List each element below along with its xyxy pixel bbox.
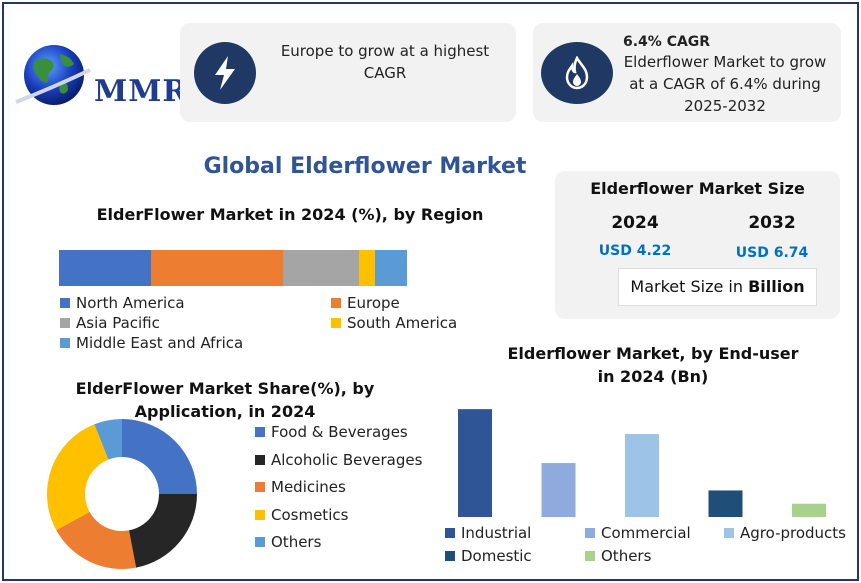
market-size-card: Elderflower Market Size 2024 2032 USD 4.… <box>555 171 840 319</box>
legend-swatch <box>255 454 265 465</box>
legend-label: Commercial <box>601 524 691 542</box>
legend-swatch <box>255 537 265 547</box>
logo-text: MMR <box>94 74 189 109</box>
year-2024: 2024 <box>611 213 659 233</box>
bar-others <box>792 503 826 517</box>
cagr-card: 6.4% CAGR Elderflower Market to grow at … <box>533 23 841 122</box>
legend-swatch <box>585 551 595 561</box>
bar-domestic <box>708 490 743 517</box>
legend-item-food-beverages: Food & Beverages <box>255 423 408 441</box>
legend-label: Asia Pacific <box>76 314 160 332</box>
legend-item-commercial: Commercial <box>585 524 691 542</box>
bar-segment-europe <box>151 250 283 286</box>
application-chart-title: ElderFlower Market Share(%), by Applicat… <box>75 379 375 421</box>
highlight-text: Europe to grow at a highest CAGR <box>280 42 490 82</box>
flame-icon <box>541 42 613 104</box>
unit-bold: Billion <box>748 277 805 296</box>
legend-item-asia-pacific: Asia Pacific <box>60 314 160 332</box>
main-title: Global Elderflower Market <box>203 154 527 179</box>
legend-label: Domestic <box>461 547 532 565</box>
legend-label: Food & Beverages <box>271 423 408 441</box>
cagr-text: Elderflower Market to grow at a CAGR of … <box>623 53 827 115</box>
legend-item-cosmetics: Cosmetics <box>255 506 348 524</box>
year-2032: 2032 <box>748 213 796 233</box>
unit-prefix: Market Size in <box>630 277 749 296</box>
bar-segment-north-america <box>59 250 151 286</box>
value-2032: USD 6.74 <box>735 245 809 261</box>
legend-label: Middle East and Africa <box>76 334 244 352</box>
legend-swatch <box>255 509 265 520</box>
legend-swatch <box>445 528 455 538</box>
bar-segment-south-america <box>359 250 375 286</box>
legend-swatch <box>255 482 265 492</box>
legend-item-north-america: North America <box>60 294 185 312</box>
bar-industrial <box>458 409 492 517</box>
legend-item-south-america: South America <box>331 314 457 332</box>
highlight-card: Europe to grow at a highest CAGR <box>180 23 516 122</box>
legend-label: Medicines <box>271 478 346 496</box>
legend-swatch <box>331 298 341 308</box>
bar-segment-middle-east-and-africa <box>375 250 407 286</box>
legend-label: North America <box>76 294 185 312</box>
legend-item-domestic: Domestic <box>445 547 532 565</box>
legend-swatch <box>60 298 70 308</box>
donut-slice-others <box>94 419 122 460</box>
value-2024: USD 4.22 <box>598 243 672 259</box>
legend-item-europe: Europe <box>331 294 400 312</box>
legend-label: Agro-products <box>740 524 846 542</box>
legend-item-middle-east-and-africa: Middle East and Africa <box>60 334 243 352</box>
region-stacked-bar <box>59 250 407 286</box>
legend-label: Alcoholic Beverages <box>271 450 423 469</box>
mmr-logo: MMR <box>12 40 187 115</box>
application-donut-chart <box>47 419 197 569</box>
donut-slice-cosmetics <box>47 424 109 531</box>
cagr-title: 6.4% CAGR <box>623 34 711 50</box>
enduser-chart-title: Elderflower Market, by End-user in 2024 … <box>507 344 799 386</box>
bar-segment-asia-pacific <box>283 250 359 286</box>
legend-item-industrial: Industrial <box>445 524 531 542</box>
legend-swatch <box>60 338 70 348</box>
legend-item-alcoholic-beverages: Alcoholic Beverages <box>255 451 422 469</box>
legend-swatch <box>445 551 455 561</box>
bar-agro-products <box>625 434 659 517</box>
legend-swatch <box>724 528 734 538</box>
market-size-title: Elderflower Market Size <box>590 179 805 198</box>
legend-label: Industrial <box>461 524 532 542</box>
donut-slice-alcoholic-beverages <box>128 494 197 568</box>
legend-item-others: Others <box>585 547 651 565</box>
legend-label: Cosmetics <box>271 505 349 524</box>
legend-item-agro-products: Agro-products <box>724 524 846 542</box>
legend-swatch <box>255 427 265 437</box>
market-size-unit: Market Size in Billion <box>618 268 817 306</box>
enduser-bar-chart <box>458 409 826 517</box>
region-chart-title: ElderFlower Market in 2024 (%), by Regio… <box>96 205 484 224</box>
donut-slice-medicines <box>56 511 137 569</box>
legend-swatch <box>331 318 341 328</box>
legend-label: Others <box>271 533 322 551</box>
legend-swatch <box>60 318 70 328</box>
legend-label: South America <box>347 314 458 332</box>
legend-item-medicines: Medicines <box>255 478 346 496</box>
legend-item-others: Others <box>255 533 321 551</box>
donut-slice-food-beverages <box>122 419 197 494</box>
legend-swatch <box>585 528 595 538</box>
globe-icon <box>15 45 91 105</box>
legend-label: Europe <box>347 294 400 312</box>
legend-label: Others <box>601 547 652 565</box>
bar-commercial <box>541 463 576 517</box>
lightning-icon <box>194 42 256 104</box>
